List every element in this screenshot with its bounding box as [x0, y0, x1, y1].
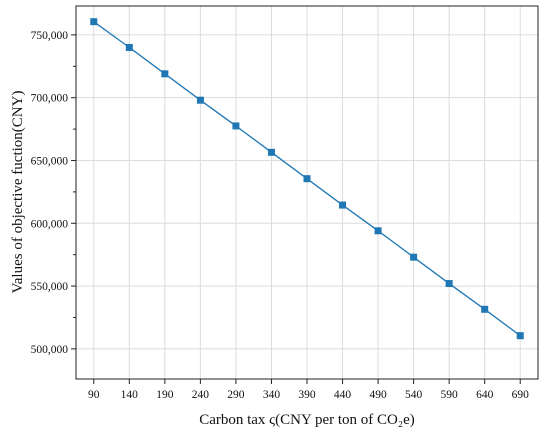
tick-labels: 90 140 190 240 290 340 390 440 490 540 590 640 690 50… — [31, 30, 529, 401]
data-point-marker — [232, 122, 240, 130]
axis-ticks — [71, 34, 521, 384]
data-point-marker — [410, 253, 418, 261]
x-tick-label: 590 — [441, 389, 459, 401]
x-tick-label: 390 — [298, 389, 316, 401]
x-tick-label: 440 — [334, 389, 352, 401]
y-axis-title: Values of objective fuction(CNY) — [10, 91, 26, 294]
x-axis-title: Carbon tax ς(CNY per ton of CO₂e) — [199, 412, 415, 428]
data-point-marker — [303, 175, 311, 183]
data-point-marker — [161, 70, 169, 78]
data-point-marker — [267, 148, 275, 156]
x-tick-label: 190 — [156, 389, 174, 401]
data-point-marker — [90, 18, 98, 26]
x-tick-label: 290 — [227, 389, 245, 401]
data-point-marker — [339, 201, 347, 209]
y-tick-label: 650,000 — [31, 155, 69, 167]
x-tick-label: 340 — [263, 389, 281, 401]
y-tick-label: 500,000 — [31, 344, 69, 356]
x-tick-label: 90 — [88, 389, 100, 401]
data-point-marker — [445, 280, 453, 288]
y-tick-label: 750,000 — [31, 30, 69, 42]
x-tick-label: 640 — [476, 389, 494, 401]
x-tick-label: 540 — [405, 389, 423, 401]
x-tick-label: 490 — [369, 389, 387, 401]
series — [90, 18, 524, 340]
data-point-marker — [374, 227, 382, 235]
x-tick-label: 140 — [121, 389, 139, 401]
data-point-marker — [481, 305, 489, 313]
grid — [76, 6, 538, 379]
x-tick-label: 240 — [192, 389, 210, 401]
data-point-marker — [125, 43, 133, 51]
data-point-marker — [516, 332, 524, 340]
x-tick-label: 690 — [512, 389, 530, 401]
y-tick-label: 700,000 — [31, 93, 69, 105]
data-point-marker — [196, 96, 204, 104]
y-tick-label: 550,000 — [31, 281, 69, 293]
y-tick-label: 600,000 — [31, 218, 69, 230]
